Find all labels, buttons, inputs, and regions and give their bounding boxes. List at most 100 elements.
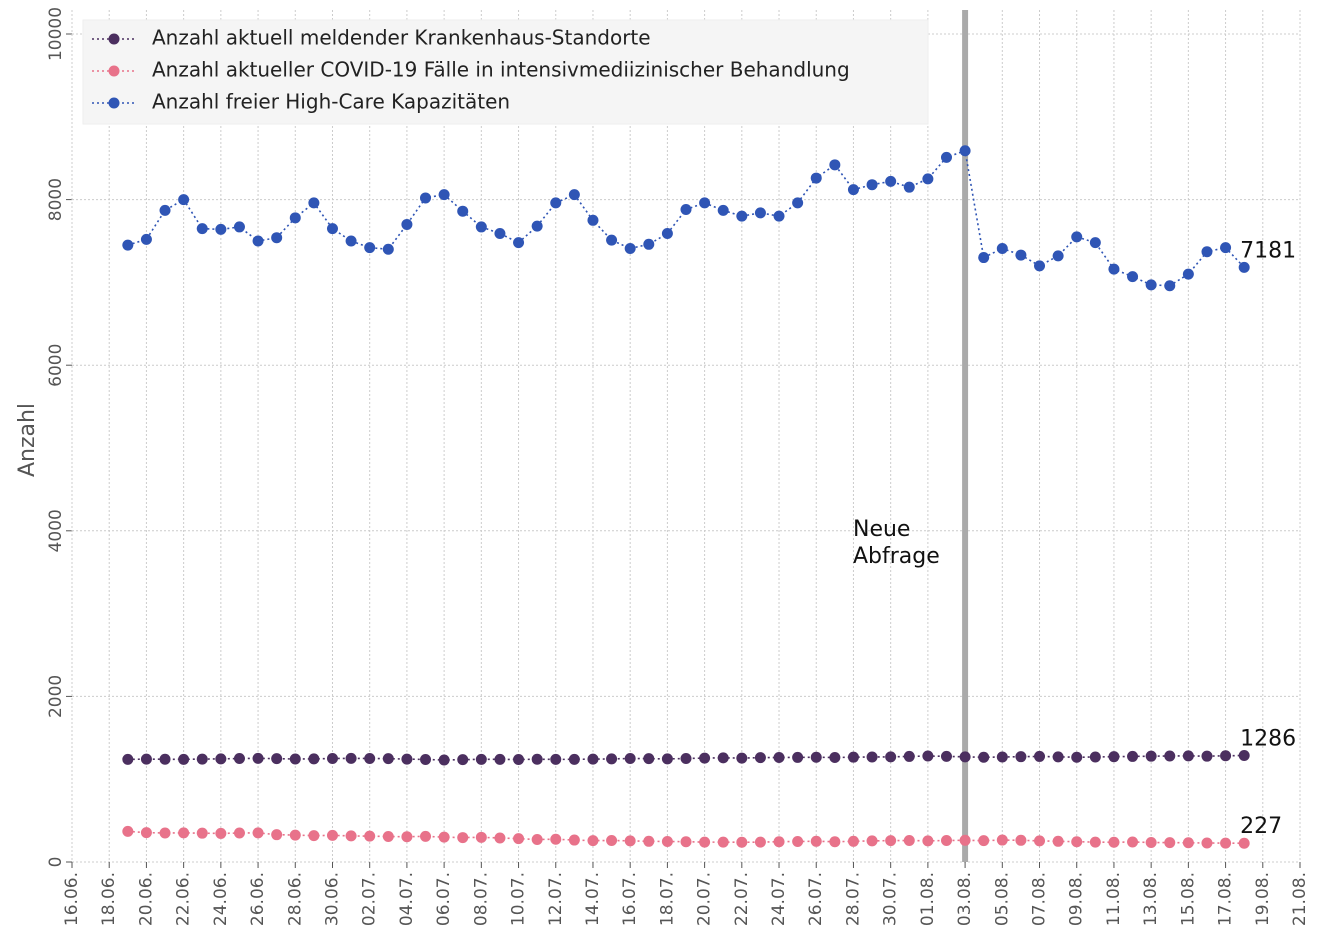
data-point (1238, 750, 1250, 762)
data-point (1071, 751, 1083, 763)
data-point (978, 835, 990, 847)
x-tick-label: 16.06. (62, 872, 82, 926)
data-point (475, 831, 487, 843)
data-point (1182, 837, 1194, 849)
data-point (178, 753, 190, 765)
data-point (1108, 263, 1120, 275)
data-point (345, 235, 357, 247)
data-point (289, 753, 301, 765)
data-point (754, 752, 766, 764)
data-point (1238, 261, 1250, 273)
data-point (773, 210, 785, 222)
x-tick-label: 03.08. (955, 872, 975, 926)
end-value-label: 227 (1240, 814, 1282, 839)
x-tick-label: 16.07. (620, 872, 640, 926)
x-tick-label: 30.07. (881, 872, 901, 926)
data-point (922, 173, 934, 185)
x-tick-label: 01.08. (918, 872, 938, 926)
y-tick-label: 2000 (46, 675, 66, 718)
legend-label: Anzahl aktuell meldender Krankenhaus-Sta… (152, 26, 651, 50)
data-point (122, 753, 134, 765)
data-point (699, 752, 711, 764)
data-point (661, 835, 673, 847)
x-tick-label: 24.06. (211, 872, 231, 926)
data-point (401, 753, 413, 765)
data-point (940, 834, 952, 846)
data-point (364, 242, 376, 254)
data-point (903, 834, 915, 846)
data-point (1127, 750, 1139, 762)
data-point (550, 833, 562, 845)
data-point (643, 835, 655, 847)
data-point (1201, 750, 1213, 762)
data-point (326, 829, 338, 841)
data-point (754, 207, 766, 219)
x-tick-label: 28.07. (843, 872, 863, 926)
x-tick-label: 18.07. (657, 872, 677, 926)
data-point (382, 753, 394, 765)
data-point (1089, 751, 1101, 763)
x-tick-label: 15.08. (1178, 872, 1198, 926)
data-point (829, 836, 841, 848)
data-point (550, 197, 562, 209)
data-point (550, 753, 562, 765)
data-point (1071, 836, 1083, 848)
x-tick-label: 20.06. (136, 872, 156, 926)
data-point (866, 179, 878, 191)
data-point (922, 750, 934, 762)
x-tick-label: 12.07. (546, 872, 566, 926)
x-tick-label: 18.06. (99, 872, 119, 926)
data-point (1034, 260, 1046, 272)
data-point (215, 827, 227, 839)
x-tick-label: 02.07. (360, 872, 380, 926)
x-tick-label: 21.08. (1290, 872, 1310, 926)
data-point (624, 753, 636, 764)
data-point (606, 834, 618, 846)
data-point (457, 754, 469, 766)
x-tick-label: 24.07. (769, 872, 789, 926)
data-point (271, 232, 283, 244)
data-point (736, 210, 748, 222)
data-point (420, 830, 432, 842)
data-point (196, 223, 208, 235)
legend-marker (108, 97, 120, 109)
data-point (792, 751, 804, 763)
data-point (1015, 751, 1027, 763)
data-point (494, 832, 506, 844)
data-point (680, 753, 692, 764)
data-point (606, 753, 618, 765)
data-point (1164, 750, 1176, 762)
data-point (680, 204, 692, 216)
data-point (587, 753, 599, 765)
data-point (717, 204, 729, 216)
y-tick-label: 6000 (46, 344, 66, 387)
legend-label: Anzahl aktueller COVID-19 Fälle in inten… (152, 58, 850, 82)
data-point (587, 835, 599, 847)
x-tick-label: 26.07. (806, 872, 826, 926)
data-point (308, 753, 320, 765)
data-point (810, 835, 822, 847)
data-point (271, 829, 283, 841)
data-point (345, 752, 357, 764)
data-point (513, 753, 525, 765)
data-point (1089, 836, 1101, 848)
data-point (568, 753, 580, 765)
y-tick-label: 0 (46, 857, 66, 868)
data-point (178, 827, 190, 839)
data-point (1220, 242, 1232, 254)
data-point (568, 189, 580, 201)
data-point (866, 751, 878, 763)
data-point (680, 836, 692, 848)
end-value-label: 7181 (1240, 238, 1296, 263)
data-point (438, 189, 450, 201)
data-point (736, 752, 748, 764)
x-tick-label: 22.07. (732, 872, 752, 926)
data-point (438, 754, 450, 766)
data-point (1127, 836, 1139, 848)
data-point (233, 221, 245, 233)
data-point (438, 831, 450, 843)
data-point (810, 172, 822, 184)
data-point (996, 751, 1008, 763)
data-point (401, 831, 413, 843)
